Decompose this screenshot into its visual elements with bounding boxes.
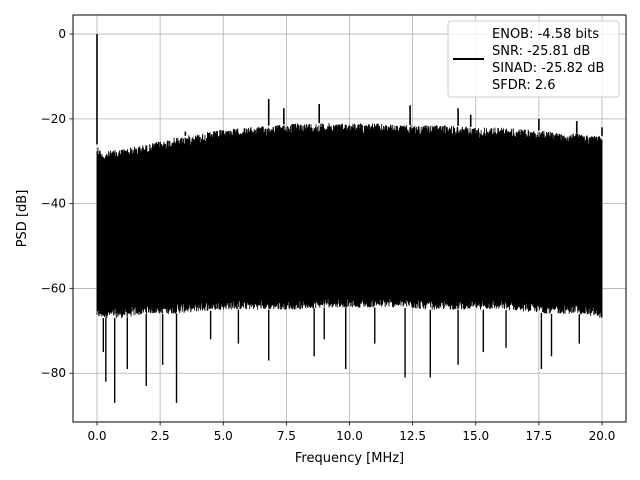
y-tick-label: −40 — [41, 197, 66, 211]
legend-box — [447, 20, 620, 98]
psd-trace-core — [96, 144, 603, 302]
legend-line-3: SINAD: -25.82 dB — [492, 61, 604, 76]
legend-line-4: SFDR: 2.6 — [492, 78, 556, 93]
y-tick-label: 0 — [58, 27, 66, 41]
legend: ENOB: -4.58 bits SNR: -25.81 dB SINAD: -… — [447, 20, 620, 98]
x-tick-label: 0.0 — [87, 429, 106, 443]
x-axis-ticks: 0.0 2.5 5.0 7.5 10.0 12.5 15.0 17.5 20.0 — [87, 422, 615, 443]
x-tick-label: 5.0 — [214, 429, 233, 443]
y-tick-label: −80 — [41, 366, 66, 380]
psd-trace — [96, 34, 603, 403]
x-tick-label: 7.5 — [277, 429, 296, 443]
x-tick-label: 17.5 — [526, 429, 553, 443]
y-axis-label: PSD [dB] — [15, 190, 30, 248]
legend-line-1: ENOB: -4.58 bits — [492, 27, 599, 42]
y-tick-label: −20 — [41, 112, 66, 126]
y-axis-ticks: 0 −20 −40 −60 −80 — [41, 27, 73, 380]
legend-line-2: SNR: -25.81 dB — [492, 44, 590, 59]
x-tick-label: 2.5 — [151, 429, 170, 443]
x-tick-label: 15.0 — [462, 429, 489, 443]
x-axis-label: Frequency [MHz] — [295, 451, 404, 466]
y-tick-label: −60 — [41, 281, 66, 295]
x-tick-label: 12.5 — [399, 429, 426, 443]
x-tick-label: 10.0 — [336, 429, 363, 443]
x-tick-label: 20.0 — [589, 429, 616, 443]
